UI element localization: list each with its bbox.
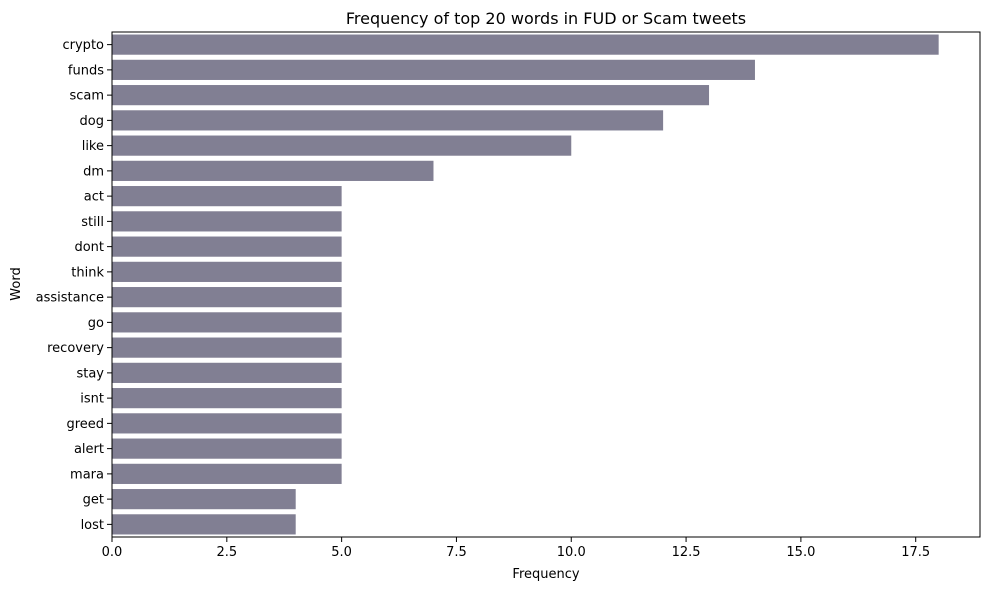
y-tick-label: recovery	[47, 341, 104, 356]
bar-recovery	[112, 337, 342, 358]
bar-still	[112, 211, 342, 232]
y-tick-label: alert	[74, 442, 104, 457]
chart-title: Frequency of top 20 words in FUD or Scam…	[346, 9, 746, 28]
bar-isnt	[112, 388, 342, 409]
x-tick-label: 5.0	[331, 545, 352, 560]
bar-greed	[112, 413, 342, 434]
x-tick-label: 12.5	[672, 545, 701, 560]
plot-frame	[111, 31, 981, 538]
y-tick-label: crypto	[63, 38, 105, 53]
bar-think	[112, 261, 342, 282]
y-tick-label: funds	[68, 63, 104, 78]
y-tick-label: still	[81, 215, 104, 230]
y-tick-label: go	[88, 316, 104, 331]
bar-crypto	[112, 34, 939, 55]
y-tick-label: think	[71, 265, 104, 280]
x-tick-label: 7.5	[446, 545, 467, 560]
x-tick-labels: 0.0 2.5 5.0 7.5 10.0 12.5 15.0 17.5	[102, 537, 930, 560]
y-tick-label: scam	[69, 89, 104, 104]
bar-assistance	[112, 287, 342, 308]
y-tick-label: dm	[83, 164, 104, 179]
bar-alert	[112, 438, 342, 459]
bar-dm	[112, 160, 434, 181]
bar-mara	[112, 463, 342, 484]
y-tick-labels: crypto funds scam dog like dm act still dont thin…	[36, 38, 112, 533]
x-tick-label: 15.0	[786, 545, 815, 560]
y-tick-label: assistance	[36, 291, 104, 306]
bar-act	[112, 186, 342, 207]
x-tick-label: 0.0	[102, 545, 123, 560]
y-tick-label: dont	[74, 240, 104, 255]
bar-dog	[112, 110, 664, 131]
x-axis-label: Frequency	[512, 567, 579, 582]
bar-go	[112, 312, 342, 333]
bar-funds	[112, 59, 755, 80]
y-tick-label: get	[83, 493, 104, 508]
x-tick-label: 2.5	[216, 545, 237, 560]
y-tick-label: act	[84, 190, 104, 205]
bar-lost	[112, 514, 296, 535]
y-tick-label: lost	[81, 518, 104, 533]
bar-stay	[112, 362, 342, 383]
y-tick-label: isnt	[80, 392, 104, 407]
bar-like	[112, 135, 572, 156]
x-tick-label: 17.5	[901, 545, 930, 560]
y-tick-label: dog	[80, 114, 104, 129]
y-tick-label: mara	[70, 467, 104, 482]
bar-get	[112, 489, 296, 510]
y-axis-label: Word	[9, 267, 24, 300]
y-tick-label: greed	[66, 417, 104, 432]
x-tick-label: 10.0	[557, 545, 586, 560]
y-tick-label: like	[82, 139, 104, 154]
y-tick-label: stay	[76, 366, 104, 381]
bars-layer	[112, 34, 939, 535]
bar-scam	[112, 85, 710, 106]
bar-dont	[112, 236, 342, 257]
